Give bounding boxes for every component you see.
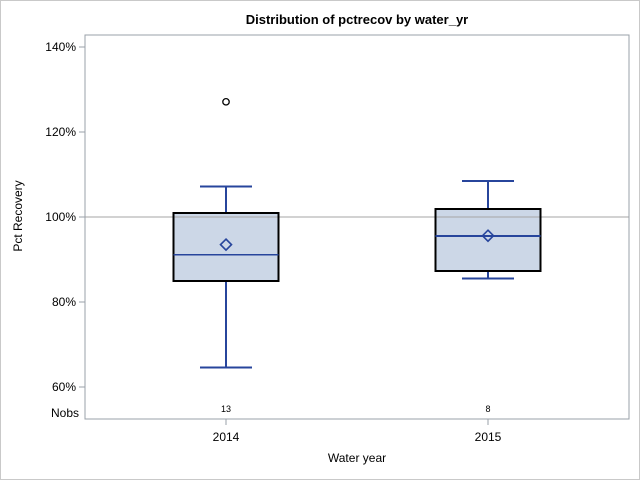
box-outline-2015 — [434, 207, 542, 272]
outlier-point — [222, 97, 230, 106]
box-outline-2014 — [172, 212, 280, 283]
x-axis-title: Water year — [327, 451, 387, 465]
y-tick-label: 80% — [52, 295, 76, 309]
y-tick-label: 140% — [45, 40, 76, 54]
nobs-value: 8 — [485, 404, 490, 414]
plot-frame — [84, 34, 630, 420]
nobs-value: 13 — [221, 404, 231, 414]
mean-diamond — [219, 237, 233, 252]
x-tick-label: 2015 — [475, 430, 502, 444]
mean-diamond — [481, 229, 495, 243]
box-fill-2015 — [435, 208, 541, 271]
y-tick-label: 100% — [45, 210, 76, 224]
box-fill-2014 — [173, 213, 279, 282]
nobs-row-label: Nobs — [50, 406, 79, 420]
chart-title: Distribution of pctrecov by water_yr — [245, 12, 469, 27]
y-tick-label: 60% — [52, 380, 76, 394]
x-tick-label: 2014 — [213, 430, 240, 444]
y-tick-label: 120% — [45, 125, 76, 139]
